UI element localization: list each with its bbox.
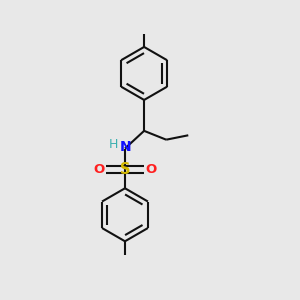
Text: O: O — [145, 163, 156, 176]
Text: N: N — [120, 140, 132, 154]
Text: H: H — [109, 138, 119, 151]
Text: O: O — [94, 163, 105, 176]
Text: S: S — [120, 162, 130, 177]
